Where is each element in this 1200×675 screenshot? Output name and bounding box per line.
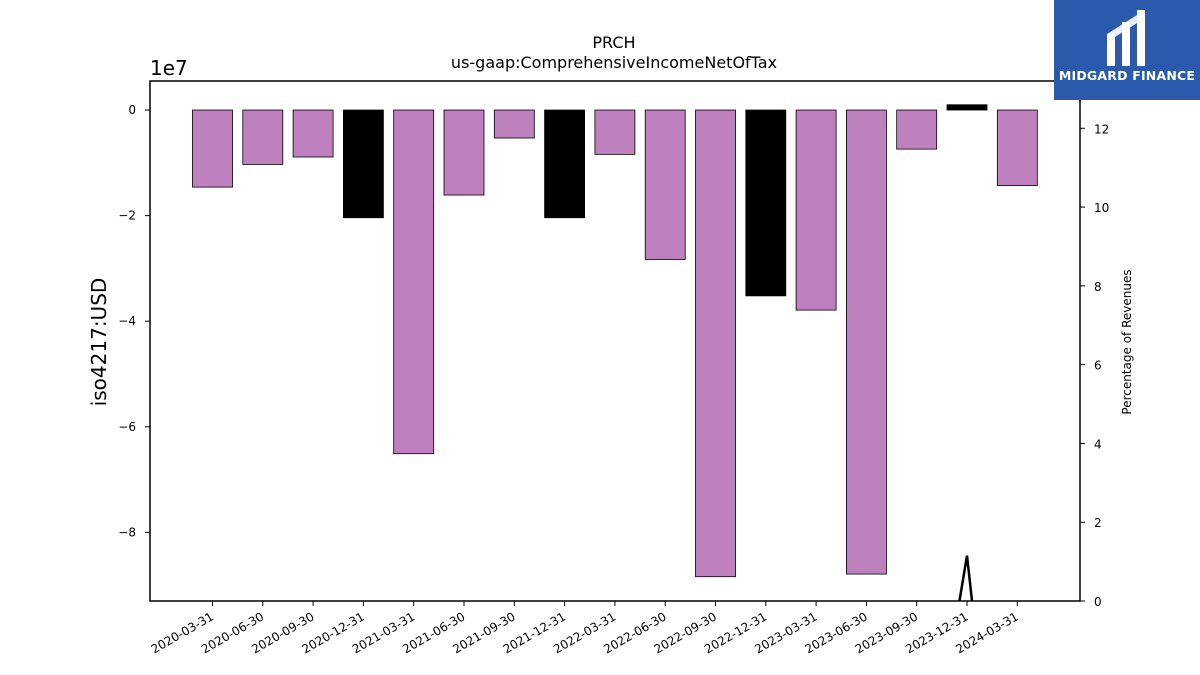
bar-2020-09-30 bbox=[292, 109, 334, 158]
bar-2022-09-30 bbox=[695, 109, 736, 578]
overlay-line-group bbox=[958, 555, 974, 602]
bar-2021-12-31 bbox=[544, 109, 585, 219]
bar-2022-12-31 bbox=[745, 109, 787, 297]
y2-tick-label: 0 bbox=[1094, 595, 1102, 609]
y2-tick-label: 10 bbox=[1094, 201, 1109, 215]
brand-name: MIDGARD FINANCE bbox=[1058, 68, 1196, 83]
y-axis-label: iso4217:USD bbox=[87, 278, 111, 407]
axes-group: 0−2−4−6−80246810122020-03-312020-06-3020… bbox=[118, 80, 1109, 656]
bar-2020-03-31 bbox=[192, 109, 233, 188]
y-tick-label: 0 bbox=[128, 103, 136, 117]
bar-2022-06-30 bbox=[644, 109, 686, 260]
y2-axis-label: Percentage of Revenues bbox=[1120, 269, 1134, 414]
bar-2021-03-31 bbox=[393, 109, 435, 455]
y-tick-label: −8 bbox=[118, 525, 136, 539]
bar-2024-03-31 bbox=[996, 109, 1038, 186]
bar-2021-06-30 bbox=[443, 109, 485, 196]
bar-2023-09-30 bbox=[896, 109, 938, 150]
y2-tick-label: 8 bbox=[1094, 280, 1102, 294]
brand-logo: MIDGARD FINANCE bbox=[1054, 0, 1200, 100]
y-tick-label: −2 bbox=[118, 209, 136, 223]
bar-2021-09-30 bbox=[493, 109, 535, 139]
bar-2023-03-31 bbox=[795, 109, 837, 311]
y-tick-label: −6 bbox=[118, 420, 136, 434]
midgard-logo-icon bbox=[1107, 10, 1145, 66]
chart-subtitle: us-gaap:ComprehensiveIncomeNetOfTax bbox=[451, 53, 777, 72]
y-axis-multiplier: 1e7 bbox=[150, 56, 188, 80]
bar-2020-12-31 bbox=[342, 109, 384, 219]
bar-2023-12-31 bbox=[946, 104, 988, 111]
percentage-line bbox=[958, 555, 974, 602]
y2-tick-label: 12 bbox=[1094, 122, 1109, 136]
bar-2020-06-30 bbox=[242, 109, 284, 165]
chart-title: PRCH bbox=[592, 33, 635, 52]
bars-group bbox=[192, 104, 1038, 578]
plot-frame bbox=[149, 80, 1081, 602]
bar-2022-03-31 bbox=[594, 109, 636, 155]
y-tick-label: −4 bbox=[118, 314, 136, 328]
y2-tick-label: 6 bbox=[1094, 359, 1102, 373]
y2-tick-label: 2 bbox=[1094, 516, 1102, 530]
y2-tick-label: 4 bbox=[1094, 437, 1102, 451]
bar-2023-06-30 bbox=[846, 109, 887, 575]
